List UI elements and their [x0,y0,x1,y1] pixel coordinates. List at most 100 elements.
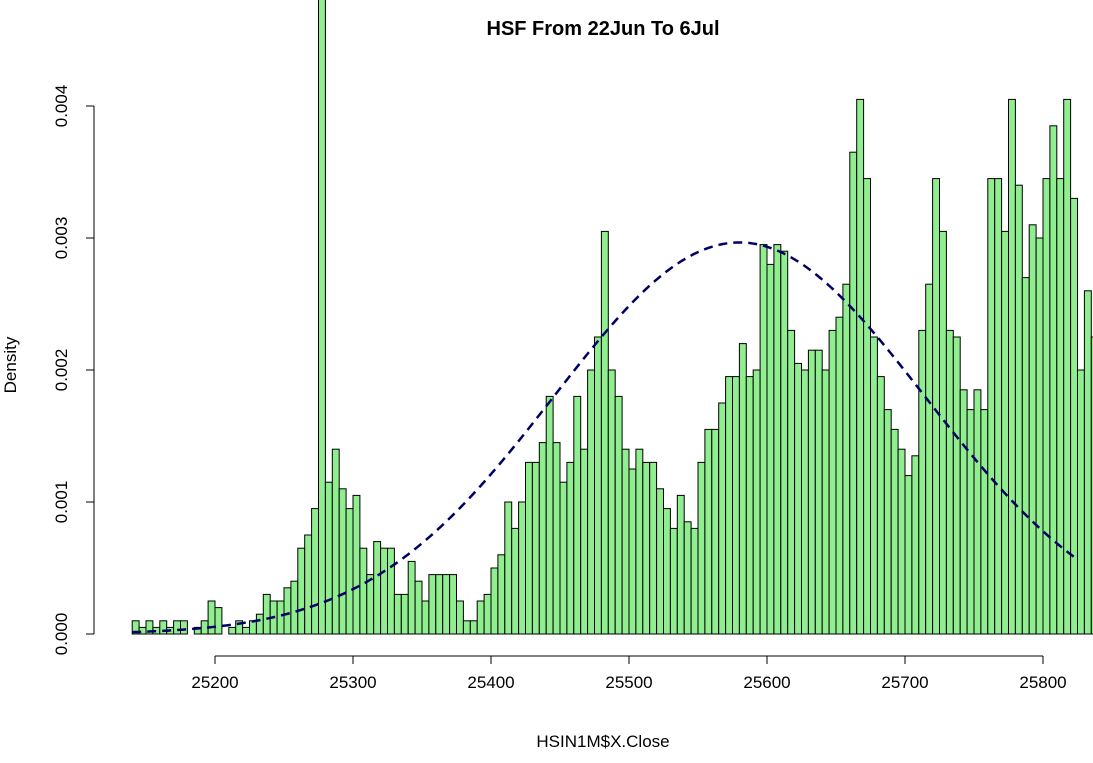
histogram-bar [925,283,934,635]
histogram-bar [366,574,375,635]
histogram-bar [759,244,768,635]
histogram-bar [249,620,257,635]
histogram-bar [738,343,747,635]
histogram-bar [1090,336,1093,635]
histogram-bar [1028,224,1037,635]
histogram-bar [180,620,188,635]
histogram-bar [525,461,533,635]
histogram-bar [497,554,506,635]
histogram-bar [442,574,451,635]
histogram-bar [959,389,968,635]
histogram-bar [697,461,706,635]
histogram-bar [587,369,595,635]
histogram-bar [635,448,644,635]
histogram-bar [1049,125,1058,635]
histogram-bar [400,593,409,635]
histogram-bar [807,349,816,635]
histogram-bar [690,527,699,635]
histogram-bar [504,501,513,635]
y-tick-label: 0.000 [52,613,71,656]
histogram-bar [456,600,464,635]
histogram-bar [380,547,389,635]
histogram-bar [469,620,478,635]
histogram-bar [773,244,782,635]
histogram-bar [828,329,837,635]
histogram-bar [311,508,320,635]
histogram-bar [359,547,368,635]
histogram-bar [870,336,878,635]
histogram-bar [663,508,671,635]
histogram-bar [262,593,271,635]
histogram-bar [449,574,458,635]
y-tick-label: 0.004 [52,85,71,128]
histogram-bar [952,336,961,635]
histogram-bar [711,428,720,635]
y-axis: 0.000 0.001 0.002 0.003 0.004 [52,85,95,656]
histogram-bar [821,369,830,635]
density-curve [132,241,1077,634]
x-tick-label: 25600 [743,673,790,692]
histogram-bar [1077,369,1085,635]
histogram-bar [849,151,858,635]
histogram-bar [835,316,844,635]
x-axis-title: HSIN1M$X.Close [536,732,669,751]
histogram-bar [304,534,313,635]
histogram-bar [545,395,554,635]
x-tick-label: 25800 [1019,673,1066,692]
histogram-bar [842,283,851,635]
histogram-bar [994,178,1003,635]
histogram-bar [428,574,437,635]
histogram-bar [614,395,623,635]
histogram-bar [801,369,809,635]
histogram-bar [580,448,589,635]
histogram-bar [1021,277,1030,635]
histogram-bar [939,230,947,635]
histogram-bar [559,481,568,635]
histogram-bar [594,336,602,635]
histogram-bar [649,461,658,635]
histogram-bar [352,494,361,635]
x-axis: 25200 25300 25400 25500 25600 25700 25800 [191,655,1067,692]
histogram-bar [718,402,727,635]
histogram-bar [552,442,561,635]
x-tick-label: 25400 [467,673,514,692]
histogram-bar [856,98,865,635]
x-tick-label: 25500 [605,673,652,692]
histogram-bar [283,587,292,635]
histogram-bar [814,349,823,635]
histogram-bar [373,541,382,635]
histogram-bar [987,178,996,635]
histogram-bar [1070,197,1078,635]
histogram-bar [483,593,492,635]
histogram-bar [387,547,395,635]
histogram-bar [904,475,913,635]
histogram-bar [669,527,678,635]
histogram-bar [338,488,347,635]
histogram-bar [324,481,333,635]
histogram-bar [1083,290,1092,635]
histogram-bar [676,494,685,635]
histogram-bar [214,607,223,635]
histogram-bar [752,369,761,635]
histogram-bar [932,178,940,635]
histogram-bar [290,580,299,635]
histogram-bar [421,600,430,635]
histogram-bar [704,428,713,635]
y-tick-label: 0.001 [52,481,71,524]
histogram-bar [766,263,775,635]
y-axis-title: Density [1,336,20,393]
histogram-bar [331,448,340,635]
histogram-bar [1056,178,1065,635]
histogram-bars [131,0,1093,635]
histogram-bar [1001,230,1009,635]
histogram-bar [1042,178,1051,635]
histogram-bar [538,442,547,635]
histogram-bar [511,527,520,635]
chart-title: HSF From 22Jun To 6Jul [487,18,720,40]
histogram-bar [476,600,485,635]
histogram-bar [566,461,575,635]
histogram-bar [242,626,251,635]
histogram-bar [345,508,354,635]
histogram-bar [1014,184,1023,635]
